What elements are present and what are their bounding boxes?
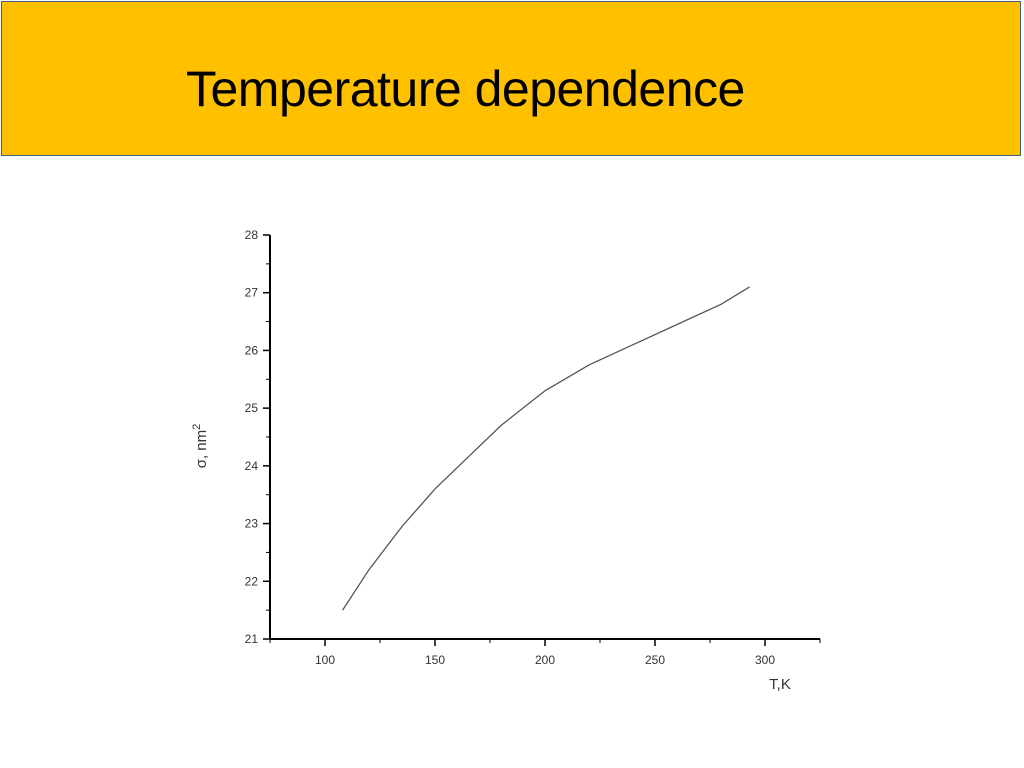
x-tick-label: 100 <box>315 653 335 667</box>
y-tick-label: 21 <box>245 632 259 646</box>
y-axis-title-superscript: 2 <box>191 424 203 430</box>
y-tick-label: 28 <box>245 228 259 242</box>
title-bar <box>1 1 1021 156</box>
slide-title: Temperature dependence <box>186 61 745 117</box>
y-tick-label: 22 <box>245 574 259 588</box>
x-tick-label: 250 <box>645 653 665 667</box>
y-axis-title-text: σ, nm <box>193 430 210 468</box>
x-tick-label: 150 <box>425 653 445 667</box>
y-tick-label: 23 <box>245 517 259 531</box>
chart-ticks: 21 22 23 24 25 26 27 28 100 150 200 250 300 <box>245 228 821 667</box>
y-tick-label: 25 <box>245 401 259 415</box>
y-tick-label: 27 <box>245 286 259 300</box>
x-axis-title: T,K <box>769 676 791 693</box>
y-tick-label: 24 <box>245 459 259 473</box>
y-axis-title: σ, nm2 <box>191 424 210 469</box>
chart-series <box>342 286 750 611</box>
y-tick-label: 26 <box>245 343 259 357</box>
series-line <box>342 286 750 611</box>
x-tick-label: 200 <box>535 653 555 667</box>
x-tick-label: 300 <box>755 653 775 667</box>
chart-axes <box>269 235 820 640</box>
